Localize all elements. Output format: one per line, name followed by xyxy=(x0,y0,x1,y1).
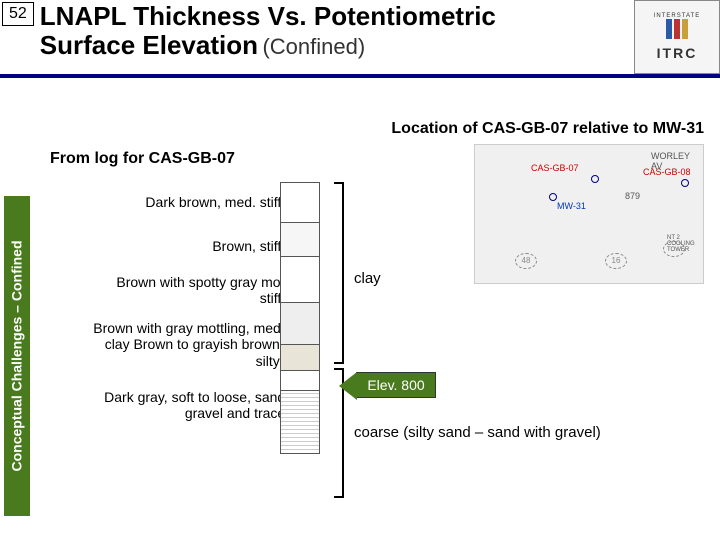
logo-bars xyxy=(666,19,688,39)
map-circle: 16 xyxy=(605,253,627,269)
location-label: Location of CAS-GB-07 relative to MW-31 xyxy=(391,120,704,138)
log-entries: Dark brown, med. stiff, clayBrown, stiff… xyxy=(40,180,320,427)
elevation-badge: Elev. 800 xyxy=(356,372,436,398)
log-segment xyxy=(280,182,320,222)
log-segment xyxy=(280,302,320,344)
map-label: 879 xyxy=(625,191,640,201)
title-line1: LNAPL Thickness Vs. Potentiometric xyxy=(40,2,630,31)
title-qualifier: (Confined) xyxy=(262,34,365,59)
map-circle: 48 xyxy=(515,253,537,269)
location-map: CAS-GB-07CAS-GB-08WORLEY AVMW-31879NT 2 … xyxy=(474,144,704,284)
logo-name: ITRC xyxy=(657,45,698,61)
title-line2: Surface Elevation xyxy=(40,30,258,60)
map-label: WORLEY AV xyxy=(651,151,703,171)
log-segment xyxy=(280,222,320,256)
bracket xyxy=(326,182,344,364)
logo-bar xyxy=(682,19,688,39)
log-segment xyxy=(280,344,320,370)
itrc-logo: INTERSTATE ITRC xyxy=(634,0,720,74)
elevation-text: Elev. 800 xyxy=(367,377,424,393)
map-well-icon xyxy=(549,193,557,201)
log-stratigraphic-column xyxy=(280,182,320,502)
log-segment xyxy=(280,390,320,454)
map-circle xyxy=(663,241,685,257)
content-area: Location of CAS-GB-07 relative to MW-31 … xyxy=(40,120,714,534)
log-label: From log for CAS-GB-07 xyxy=(50,150,235,168)
map-label: MW-31 xyxy=(557,201,586,211)
map-well-icon xyxy=(681,179,689,187)
logo-bar xyxy=(666,19,672,39)
log-segment xyxy=(280,256,320,302)
logo-bar xyxy=(674,19,680,39)
log-segment xyxy=(280,370,320,390)
map-label: CAS-GB-07 xyxy=(531,163,579,173)
sidebar: Conceptual Challenges – Confined xyxy=(4,196,30,516)
sidebar-label: Conceptual Challenges – Confined xyxy=(9,240,25,471)
map-well-icon xyxy=(591,175,599,183)
slide-title: LNAPL Thickness Vs. Potentiometric Surfa… xyxy=(36,0,634,68)
bracket-label: coarse (silty sand – sand with gravel) xyxy=(354,424,601,441)
bracket-label: clay xyxy=(354,270,381,287)
slide-number: 52 xyxy=(2,2,34,26)
